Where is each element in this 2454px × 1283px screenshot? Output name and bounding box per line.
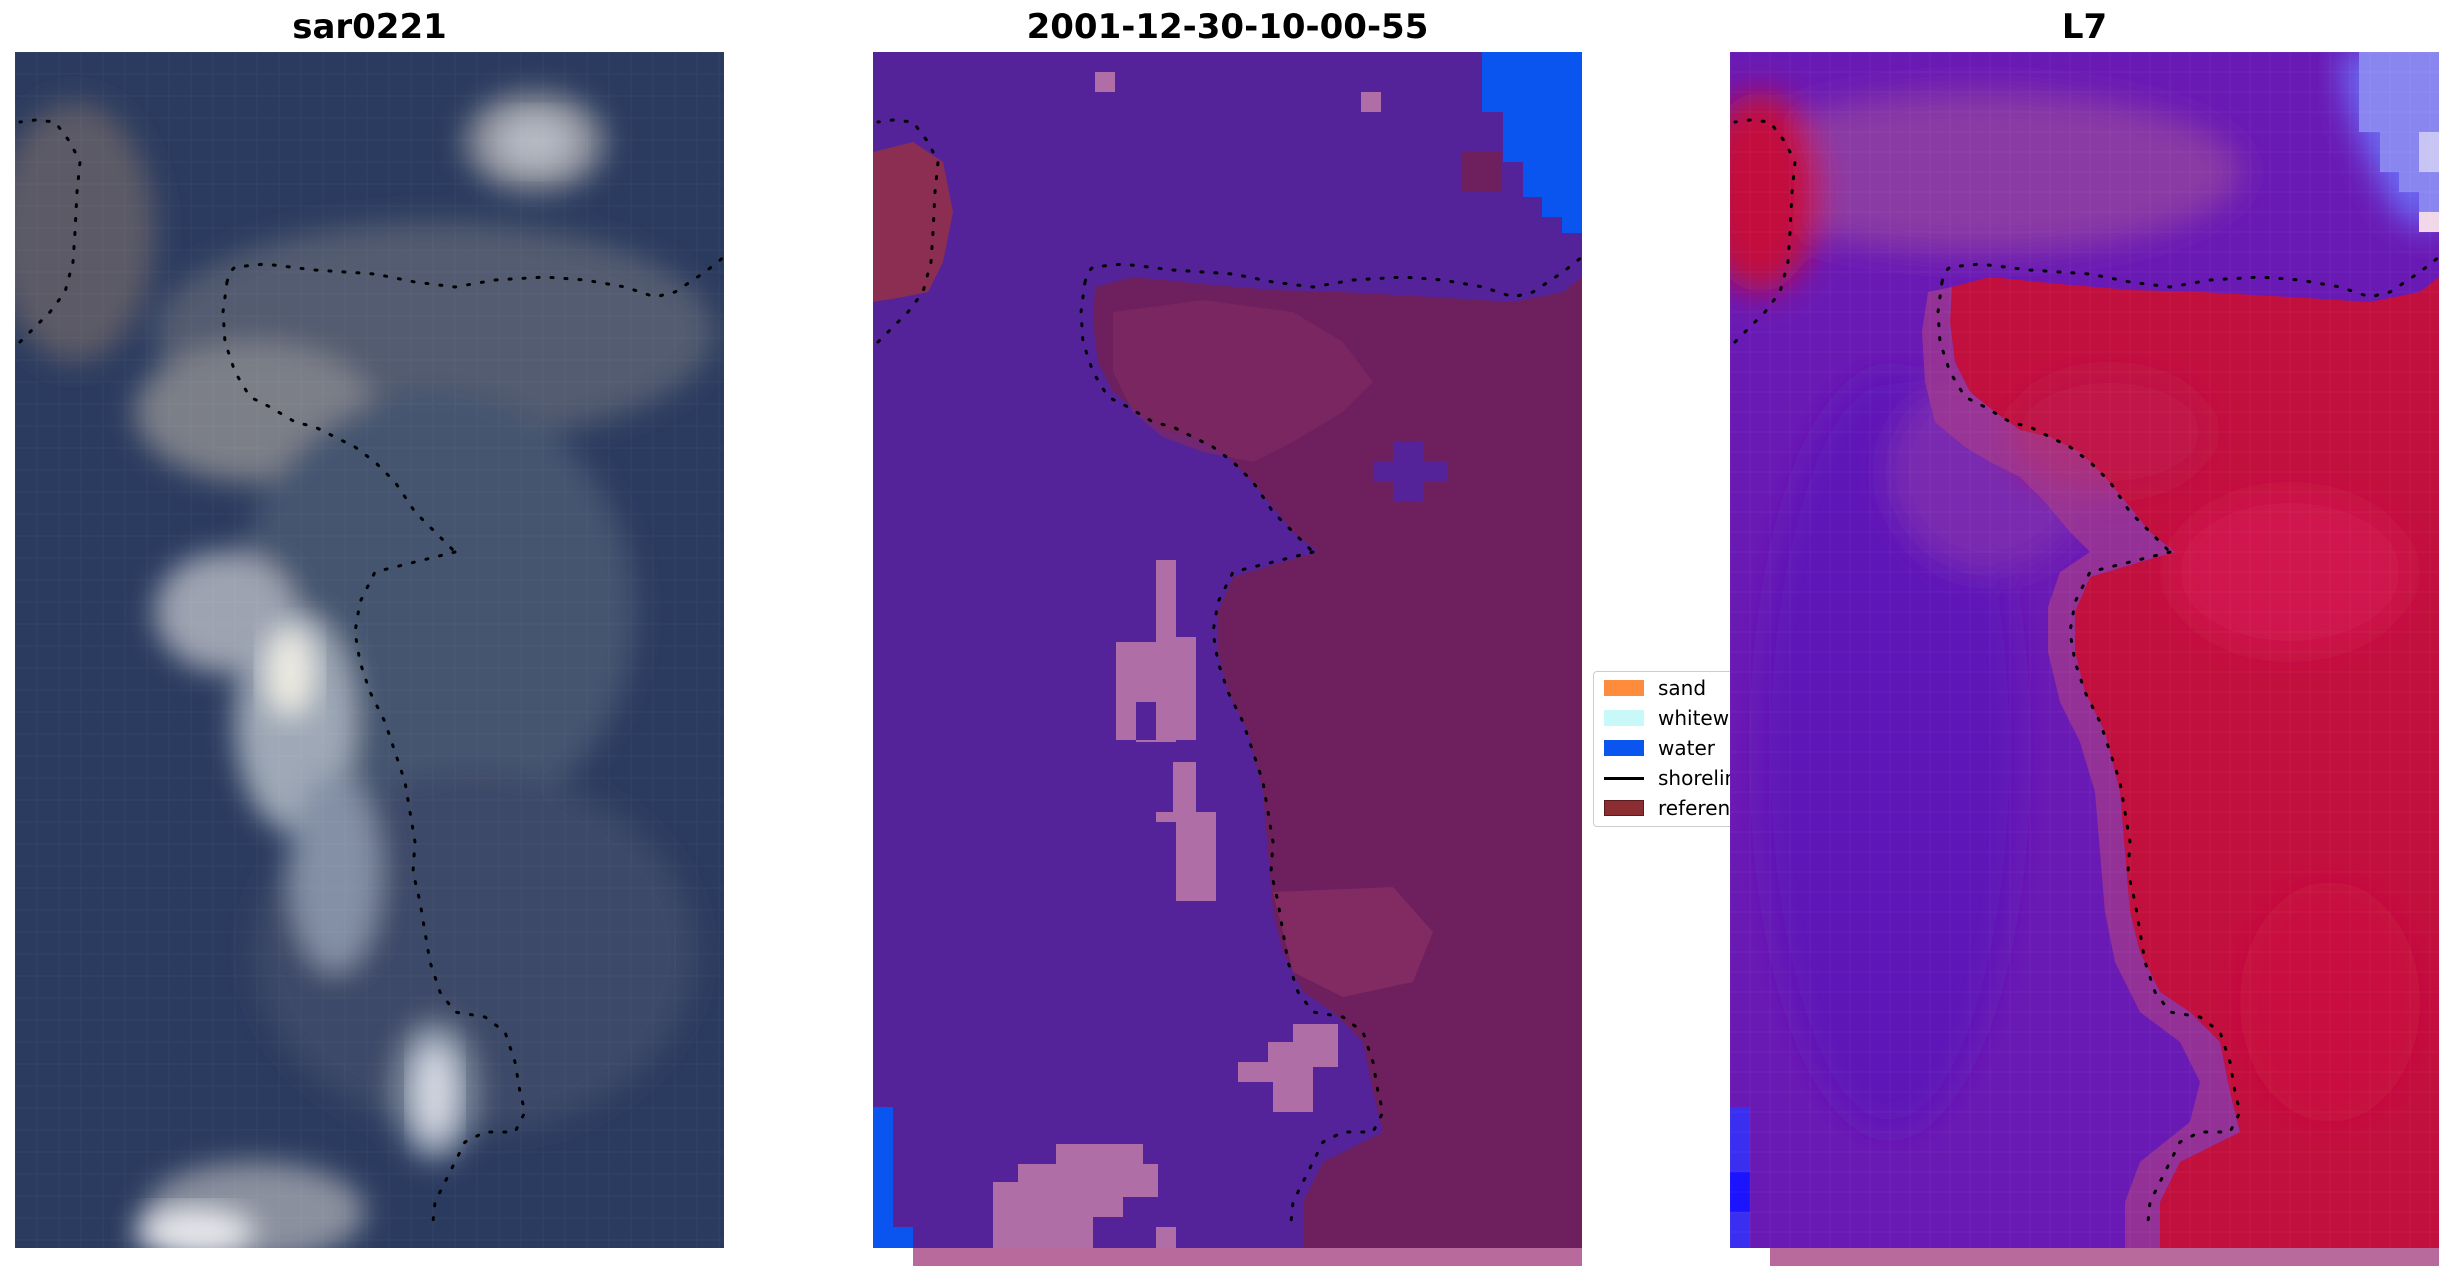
class-bright-feature (1116, 560, 1216, 901)
panel-title-classification: 2001-12-30-10-00-55 (1026, 7, 1429, 47)
index-bottom-strip (1770, 1248, 2439, 1266)
whitewater-swatch (1604, 710, 1644, 726)
class-speck (1095, 72, 1115, 92)
reference-swatch (1604, 800, 1644, 816)
index-image (1730, 52, 2439, 1266)
classification-panel (873, 52, 1582, 1266)
water-swatch (1604, 740, 1644, 756)
index-image-panel (1730, 52, 2439, 1266)
legend-item-sand: sand (1594, 674, 1782, 702)
class-water-region (1482, 52, 1582, 233)
class-land-region (1093, 277, 1582, 1248)
shoreline-line-icon (1604, 776, 1644, 780)
class-bottom-strip (913, 1248, 1582, 1266)
legend-item-water: water (1594, 734, 1782, 762)
legend-label-water: water (1658, 736, 1715, 760)
class-speck (1461, 152, 1501, 192)
classification-image (873, 52, 1582, 1266)
sand-swatch (1604, 680, 1644, 696)
rgb-image-panel (15, 52, 724, 1248)
class-speck (1361, 92, 1381, 112)
panel-title-index: L7 (2061, 7, 2108, 47)
rgb-image (15, 52, 724, 1248)
panel-title-rgb: sar0221 (292, 7, 447, 47)
legend-label-sand: sand (1658, 676, 1707, 700)
